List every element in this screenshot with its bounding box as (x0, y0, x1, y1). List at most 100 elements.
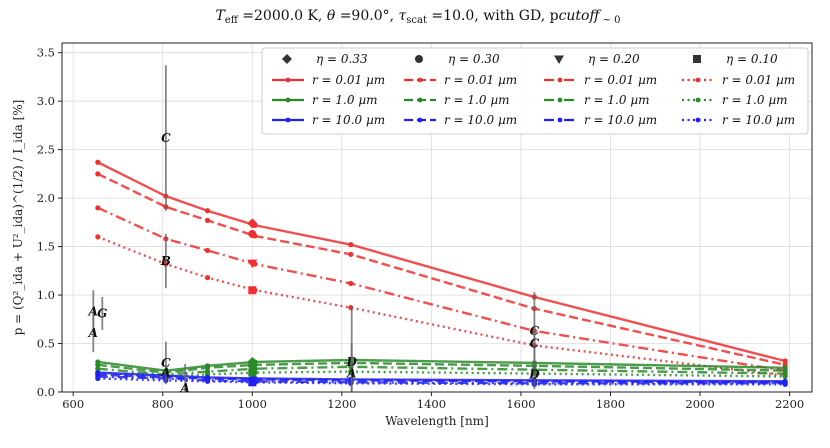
legend-header-label: η = 0.33 (316, 52, 368, 66)
legend-row-label: r = 0.01 µm (444, 73, 517, 87)
observation-label: A (88, 305, 98, 319)
legend-row-label: r = 0.01 µm (722, 73, 795, 87)
title-part: θ (327, 8, 336, 24)
square-marker (248, 378, 257, 387)
title-part: ~ 0 (599, 15, 620, 26)
legend-point (695, 77, 701, 83)
observation-label: C (530, 337, 540, 351)
observation-label: C (161, 131, 171, 145)
legend-point (557, 117, 563, 123)
legend-point (695, 97, 701, 103)
legend-point (417, 117, 423, 123)
diamond-marker (247, 218, 258, 229)
y-tick-label: 1.5 (37, 240, 55, 254)
y-tick-label: 3.0 (37, 94, 55, 108)
title-part: p (550, 8, 559, 24)
data-point (204, 247, 211, 254)
circle-marker (415, 55, 423, 63)
legend-point (417, 77, 423, 83)
triangle-marker (554, 55, 564, 64)
data-point (782, 381, 788, 387)
data-point (95, 171, 101, 177)
data-point (782, 373, 788, 380)
y-tick-label: 0.5 (37, 337, 55, 351)
x-tick-label: 1200 (327, 397, 356, 411)
triangle-marker (247, 259, 258, 269)
data-point (95, 234, 101, 240)
band-markers (247, 218, 258, 387)
x-tick-label: 1800 (596, 397, 625, 411)
axes: 600 800 1000 1200 1400 1600 1800 2000 2200 0.0 0.5… (37, 46, 805, 411)
title-part: scat (406, 15, 427, 26)
legend-row-label: r = 10.0 µm (444, 113, 517, 127)
legend-row-label: r = 0.01 µm (312, 73, 385, 87)
observation-label: A (88, 326, 98, 340)
title-part: cutoff (559, 8, 602, 24)
title-part: T (215, 8, 226, 24)
data-point (204, 208, 211, 214)
data-point (348, 242, 354, 248)
title-part: =90.0°, (335, 8, 398, 24)
data-point (95, 205, 101, 211)
title-part: =2000.0 K, (238, 8, 327, 24)
data-point (204, 217, 211, 224)
legend-point (285, 97, 291, 103)
x-tick-label: 1400 (417, 397, 446, 411)
square-marker (248, 286, 257, 295)
observations-group: CBCAAGAAFDACCD (88, 65, 540, 395)
square-marker (248, 368, 257, 377)
title-part: τ (399, 8, 407, 24)
data-point (348, 280, 354, 287)
legend-row-label: r = 1.0 µm (722, 93, 788, 107)
legend-row-label: r = 0.01 µm (584, 73, 657, 87)
legend-point (285, 77, 291, 83)
legend: η = 0.33 η = 0.30 η = 0.20 η = 0.10 r = 0.01… (261, 47, 809, 135)
series-group (95, 159, 788, 387)
circle-marker (248, 229, 257, 238)
legend-header-label: η = 0.10 (726, 52, 778, 66)
y-tick-label: 0.0 (37, 385, 55, 399)
x-tick-label: 800 (152, 397, 174, 411)
x-tick-label: 1600 (506, 397, 535, 411)
x-axis-label: Wavelength [nm] (385, 414, 489, 428)
data-point (95, 366, 101, 372)
observation-label: D (528, 368, 540, 382)
data-point (782, 358, 788, 364)
legend-row-label: r = 10.0 µm (722, 113, 795, 127)
y-axis-label: p = (Q²_ida + U²_ida)^(1/2) / I_ida [%] (11, 100, 25, 336)
series-line (97, 206, 786, 372)
x-tick-label: 2000 (685, 397, 714, 411)
legend-box (261, 47, 809, 135)
diamond-marker (282, 54, 292, 64)
legend-point (557, 77, 563, 83)
legend-row-label: r = 1.0 µm (444, 93, 510, 107)
data-point (95, 362, 101, 368)
x-tick-label: 600 (62, 397, 84, 411)
title-part: eff (225, 15, 239, 26)
observation-label: G (97, 306, 107, 320)
legend-row-label: r = 10.0 µm (312, 113, 385, 127)
series-line (97, 161, 786, 363)
y-tick-label: 2.0 (37, 191, 55, 205)
x-tick-label: 1000 (238, 397, 267, 411)
plot-frame (61, 42, 813, 393)
legend-header-label: η = 0.20 (588, 52, 640, 66)
legend-point (285, 117, 291, 123)
legend-point (557, 97, 563, 103)
data-point (204, 365, 211, 371)
observation-label: C (161, 356, 171, 370)
legend-row-label: r = 1.0 µm (312, 93, 378, 107)
observation-label: A (179, 381, 189, 395)
observation-label: A (160, 366, 170, 380)
y-tick-label: 3.5 (37, 46, 55, 60)
legend-point (695, 117, 701, 123)
observation-label: B (160, 254, 171, 268)
data-point (348, 251, 354, 257)
legend-row-label: r = 1.0 µm (584, 93, 650, 107)
x-tick-label: 2200 (775, 397, 804, 411)
observation-label: A (346, 367, 356, 381)
legend-row-label: r = 10.0 µm (584, 113, 657, 127)
chart-title: Teff =2000.0 K, θ =90.0°, τscat =10.0, w… (215, 8, 620, 26)
legend-point (417, 97, 423, 103)
